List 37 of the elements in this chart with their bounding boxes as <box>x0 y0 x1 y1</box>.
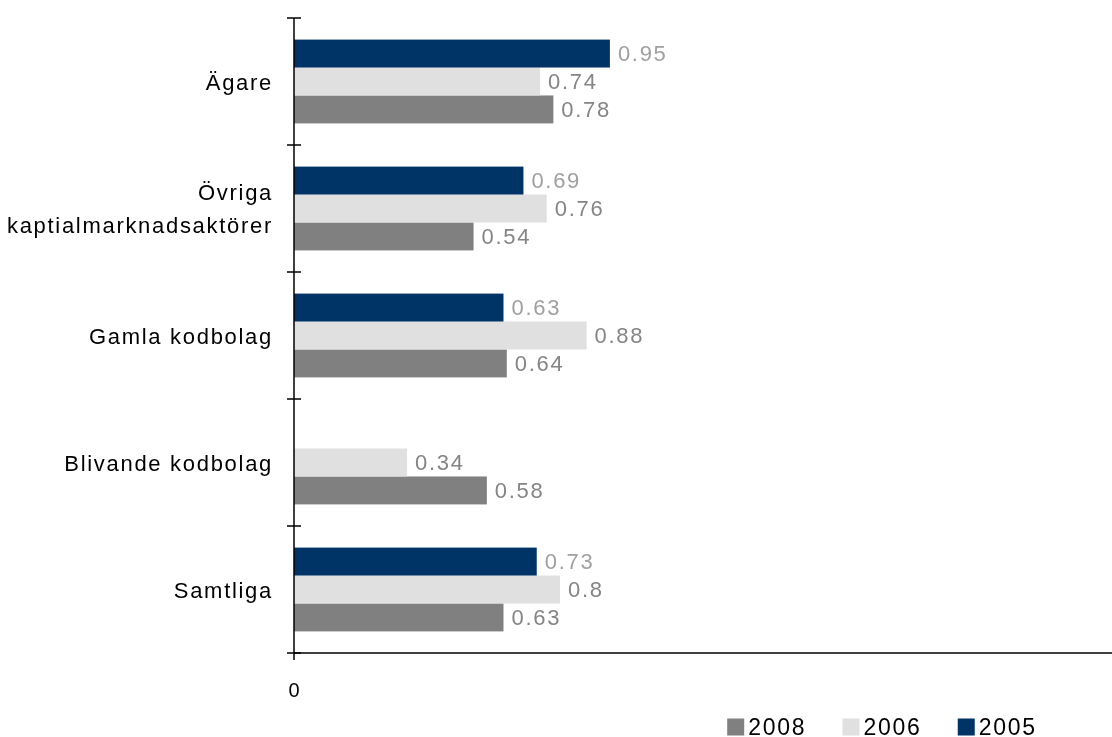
data-label: 0.69 <box>531 168 582 194</box>
bar <box>294 166 524 195</box>
y-tick-label: Samtliga <box>173 577 273 602</box>
bar <box>294 67 541 96</box>
bar <box>294 39 610 68</box>
data-label: 0.95 <box>617 41 668 67</box>
text: 0 <box>288 679 300 701</box>
y-tick-label: Övriga kaptialmarknadsaktörer <box>6 179 273 238</box>
data-label: 0.76 <box>554 196 605 221</box>
bar <box>294 448 408 477</box>
legend-label: 2005 <box>978 714 1037 737</box>
data-label: 0.74 <box>548 69 598 94</box>
bar <box>294 349 507 378</box>
data-label: 0.58 <box>494 477 545 503</box>
bar <box>294 194 547 223</box>
legend-label: 2008 <box>748 714 807 737</box>
data-label: 0.63 <box>511 295 562 321</box>
data-label: 0.54 <box>481 223 532 249</box>
y-tick-label: Ägare <box>205 69 273 94</box>
bar <box>294 222 474 251</box>
bar <box>294 95 554 124</box>
data-label: 0.73 <box>544 549 595 575</box>
bar <box>294 603 504 632</box>
bar <box>294 476 487 505</box>
y-tick-label: Gamla kodbolag <box>88 323 273 348</box>
bar <box>294 547 537 576</box>
bar <box>294 293 504 322</box>
data-label: 0.78 <box>561 96 611 122</box>
data-label: 0.64 <box>514 350 565 376</box>
data-label: 0.8 <box>568 577 604 602</box>
data-label: 0.34 <box>415 450 465 475</box>
y-tick-label: Blivande kodbolag <box>64 450 273 475</box>
bar <box>294 321 587 350</box>
data-label: 0.63 <box>511 604 562 630</box>
data-label: 0.88 <box>594 323 645 348</box>
legend-label: 2006 <box>863 714 922 737</box>
bar <box>294 575 561 604</box>
